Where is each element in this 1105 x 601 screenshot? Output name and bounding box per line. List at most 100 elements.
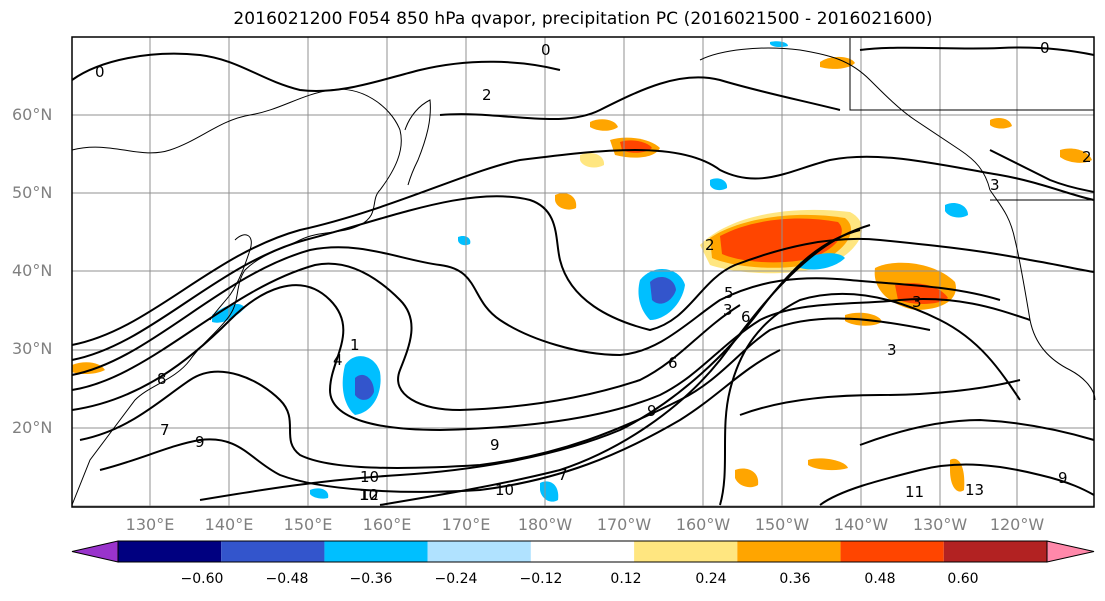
contour-label: 3 — [912, 293, 922, 311]
contour-line — [989, 149, 1095, 193]
colorbar-segment — [737, 541, 841, 562]
colorbar-tick-label: 0.48 — [864, 571, 896, 587]
lat-label: 30°N — [12, 339, 53, 358]
contour-label: 6 — [668, 354, 678, 372]
contour-label: 5 — [724, 284, 734, 302]
colorbar-segment — [943, 541, 1047, 562]
contour-label: 0 — [541, 41, 551, 59]
contour-line — [71, 149, 1095, 346]
precip-blob — [1060, 148, 1092, 163]
colorbar-segment — [427, 541, 531, 562]
colorbar-segment — [530, 541, 635, 562]
lat-label: 20°N — [12, 418, 53, 437]
contour-label: 9 — [195, 433, 205, 451]
colorbar-outline — [117, 540, 1048, 563]
contour-label: 11 — [905, 483, 924, 501]
lon-label: 130°E — [125, 515, 175, 534]
colorbar-tick-label: 0.12 — [610, 571, 642, 587]
border-canada — [849, 38, 1094, 111]
precip-blob — [710, 178, 728, 191]
contour-line — [71, 262, 741, 412]
lon-label: 160°E — [362, 515, 412, 534]
lon-label: 170°W — [596, 515, 652, 534]
coastline-japan — [209, 234, 252, 321]
contour-label: 3 — [887, 341, 897, 359]
colorbar-segment — [118, 541, 222, 562]
lat-label: 40°N — [12, 261, 53, 280]
precip-blob — [650, 276, 676, 304]
contour-line — [71, 246, 1001, 376]
colorbar-extend-min — [71, 540, 119, 563]
colorbar-tick-label: 0.36 — [779, 571, 811, 587]
lon-label: 180°W — [517, 515, 573, 534]
plot-frame — [71, 36, 1095, 508]
coastline-alaska — [699, 47, 991, 191]
precip-blob — [555, 193, 577, 210]
lon-label: 140°E — [204, 515, 254, 534]
coastlines — [71, 38, 1096, 506]
contour-label: 9 — [1058, 469, 1068, 487]
contour-line — [71, 284, 1031, 432]
precip-blob — [770, 41, 788, 48]
contour-label: 2 — [1082, 148, 1092, 166]
lon-label: 130°W — [912, 515, 968, 534]
colorbar-segment — [634, 541, 738, 562]
precip-blob — [580, 153, 605, 168]
precip-blob — [735, 468, 759, 488]
contour-label: 9 — [490, 436, 500, 454]
precip-blob — [310, 488, 329, 499]
colorbar-tick-label: 0.24 — [695, 571, 727, 587]
contour-line — [71, 52, 561, 92]
colorbar-tick-label: −0.48 — [265, 571, 309, 587]
contour-line — [859, 46, 1095, 56]
precip-blob — [458, 235, 471, 246]
precip-blob — [355, 374, 374, 400]
lon-label: 120°W — [989, 515, 1045, 534]
map-title: 2016021200 F054 850 hPa qvapor, precipit… — [233, 9, 933, 29]
coastline-namerica — [989, 189, 1096, 401]
lat-label: 60°N — [12, 105, 53, 124]
lon-label: 170°E — [441, 515, 491, 534]
lon-label: 150°E — [283, 515, 333, 534]
contour-label: 13 — [965, 481, 984, 499]
contour-line — [439, 76, 841, 121]
contour-line — [79, 317, 931, 469]
precip-blob — [945, 203, 968, 218]
contour-label: 2 — [482, 86, 492, 104]
precip-blob — [72, 362, 105, 375]
colorbar-tick-label: 0.60 — [947, 571, 979, 587]
contour-line — [859, 418, 1095, 446]
colorbar-segment — [221, 541, 325, 562]
contour-line — [819, 463, 1095, 506]
contour-label: 0 — [95, 63, 105, 81]
contour-label: 12 — [360, 486, 379, 504]
coastline-kamchatka — [404, 99, 431, 186]
qvapor-contours — [71, 46, 1095, 506]
colorbar-tick-label: −0.36 — [349, 571, 393, 587]
precip-blob — [950, 458, 965, 492]
colorbar-tick-label: −0.24 — [434, 571, 478, 587]
contour-line — [99, 349, 781, 493]
contour-label: 9 — [647, 402, 657, 420]
lon-label: 140°W — [833, 515, 889, 534]
precip-blob — [720, 218, 842, 263]
colorbar-tick-label: −0.60 — [180, 571, 224, 587]
contour-label: 10 — [360, 468, 379, 486]
contour-label: 7 — [160, 421, 170, 439]
precip-blob — [990, 118, 1012, 129]
contour-label: 10 — [359, 486, 378, 504]
precip-blob — [590, 119, 618, 131]
contour-label: 7 — [558, 466, 568, 484]
contour-label: 4 — [333, 351, 343, 369]
contour-label: 8 — [157, 370, 167, 388]
colorbar — [71, 540, 1095, 563]
contour-line — [739, 379, 1021, 416]
contour-line — [71, 195, 1095, 361]
colorbar-segment — [324, 541, 428, 562]
colorbar-tick-label: −0.12 — [519, 571, 563, 587]
contour-label: 3 — [990, 176, 1000, 194]
contour-label: 0 — [1040, 39, 1050, 57]
precip-blob — [820, 56, 855, 69]
